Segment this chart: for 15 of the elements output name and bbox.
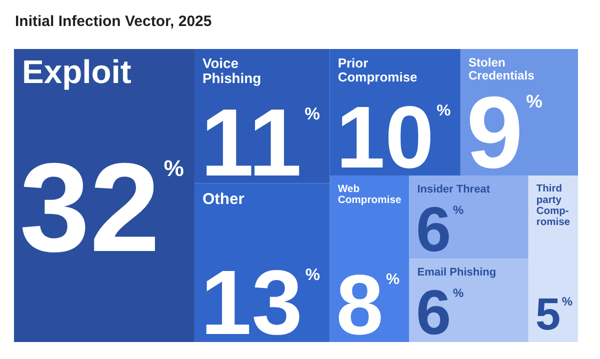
data-label: 6$^{%}$	[416, 278, 464, 348]
category-label: Email Phishing	[417, 266, 496, 279]
category-label: Web Compromise	[338, 184, 402, 206]
data-label: 6$^{%}$	[416, 194, 464, 265]
category-label: Voice Phishing	[202, 55, 262, 86]
category-label: Stolen Credentials	[468, 56, 535, 83]
data-label: 32$^{%}$	[19, 137, 184, 278]
text: Initial Infection Vector, 2025	[15, 13, 212, 30]
category-label: Insider Threat	[417, 183, 490, 196]
data-label: 5$^{%}$	[535, 288, 573, 340]
data-label: 13$^{%}$	[200, 252, 320, 354]
category-label: Prior Compromise	[338, 55, 418, 84]
category-label: Third party Comp- romise	[536, 184, 570, 228]
data-label: 8$^{%}$	[336, 258, 400, 353]
category-label: Exploit	[22, 53, 132, 90]
